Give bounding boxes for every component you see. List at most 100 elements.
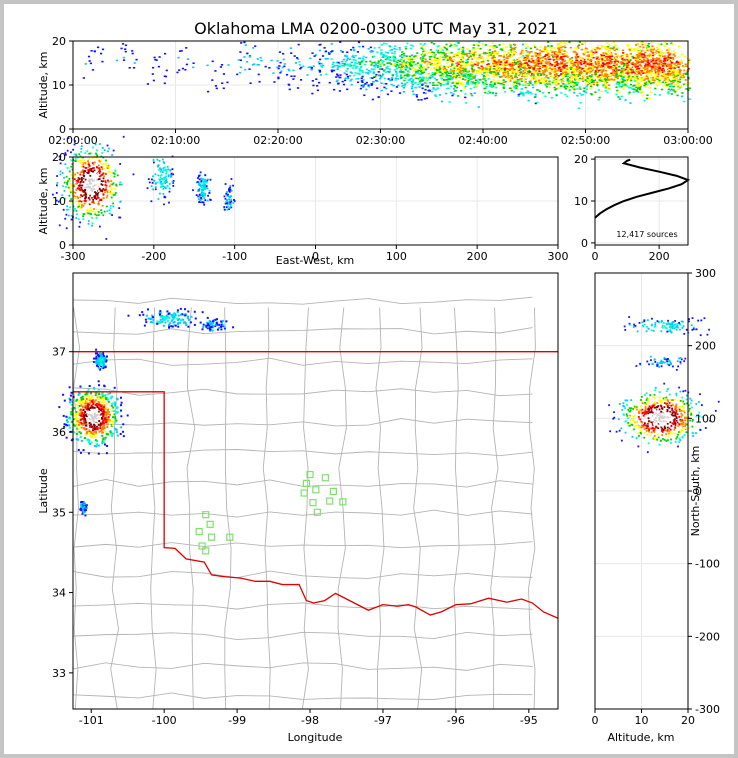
- source-point: [387, 78, 390, 80]
- source-point: [560, 64, 563, 67]
- source-point: [667, 73, 670, 75]
- source-point: [453, 67, 456, 70]
- source-point: [385, 82, 388, 85]
- source-point: [411, 90, 415, 93]
- source-point: [636, 59, 639, 61]
- source-point: [202, 186, 205, 189]
- source-point: [594, 71, 597, 73]
- source-point: [439, 56, 442, 59]
- source-point: [486, 59, 490, 62]
- source-point: [645, 66, 648, 69]
- source-point: [648, 97, 651, 100]
- source-point: [594, 62, 598, 65]
- source-point: [101, 190, 104, 193]
- source-point: [84, 393, 87, 396]
- source-point: [202, 182, 205, 185]
- source-point: [533, 61, 536, 64]
- source-point: [469, 75, 472, 77]
- source-point: [318, 62, 321, 65]
- source-point: [633, 64, 636, 67]
- source-point: [112, 172, 115, 175]
- source-point: [633, 80, 637, 82]
- source-point: [89, 62, 93, 65]
- source-point: [555, 52, 558, 54]
- source-point: [471, 58, 474, 60]
- source-point: [80, 421, 83, 424]
- source-point: [93, 177, 96, 180]
- source-point: [483, 75, 486, 77]
- source-point: [78, 200, 81, 203]
- source-point: [609, 53, 612, 56]
- source-point: [352, 54, 355, 57]
- source-point: [632, 71, 635, 73]
- source-point: [76, 187, 79, 190]
- county-line: [186, 307, 196, 710]
- source-point: [596, 76, 599, 79]
- source-point: [447, 87, 450, 90]
- source-point: [70, 165, 73, 168]
- source-point: [506, 77, 509, 79]
- source-point: [461, 75, 464, 77]
- source-point: [601, 80, 604, 82]
- source-point: [337, 82, 340, 85]
- source-point: [572, 72, 575, 75]
- source-point: [421, 79, 425, 82]
- source-point: [100, 166, 103, 169]
- source-point: [389, 45, 392, 48]
- source-point: [508, 69, 511, 71]
- source-point: [96, 184, 99, 187]
- source-point: [493, 45, 496, 47]
- source-point: [576, 47, 579, 50]
- source-point: [502, 79, 505, 82]
- source-point: [480, 56, 483, 59]
- source-point: [414, 55, 417, 57]
- source-point: [198, 201, 201, 204]
- source-point: [607, 55, 610, 58]
- source-point: [654, 75, 657, 77]
- source-point: [459, 75, 462, 78]
- source-point: [515, 84, 518, 87]
- source-point: [688, 58, 692, 61]
- county-line: [528, 307, 536, 710]
- source-point: [408, 78, 411, 81]
- source-point: [636, 61, 639, 63]
- source-point: [446, 59, 449, 61]
- source-point: [555, 72, 558, 75]
- source-point: [589, 67, 592, 69]
- source-point: [588, 76, 592, 79]
- source-point: [629, 74, 633, 77]
- source-point: [554, 65, 557, 68]
- source-point: [346, 57, 350, 60]
- source-point: [203, 192, 206, 195]
- source-point: [519, 61, 522, 64]
- source-point: [226, 205, 229, 208]
- source-point: [83, 401, 86, 404]
- source-point: [673, 66, 676, 68]
- source-point: [197, 198, 200, 201]
- source-point: [548, 86, 552, 89]
- source-point: [646, 54, 649, 57]
- source-point: [472, 47, 475, 49]
- source-point: [648, 64, 651, 66]
- source-point: [608, 44, 611, 46]
- source-point: [614, 58, 617, 61]
- source-point: [89, 182, 91, 185]
- source-point: [644, 86, 647, 88]
- source-point: [622, 78, 625, 81]
- source-point: [419, 70, 422, 72]
- source-point: [94, 176, 97, 178]
- source-point: [79, 221, 82, 224]
- source-point: [511, 64, 514, 66]
- source-point: [202, 188, 204, 191]
- source-point: [534, 82, 537, 84]
- source-point: [688, 87, 692, 90]
- source-point: [87, 193, 90, 195]
- source-point: [101, 188, 104, 191]
- source-point: [400, 82, 403, 85]
- source-point: [537, 59, 540, 62]
- source-point: [493, 65, 496, 68]
- source-point: [377, 60, 380, 63]
- source-point: [672, 58, 675, 60]
- source-point: [525, 54, 528, 57]
- source-point: [244, 68, 247, 71]
